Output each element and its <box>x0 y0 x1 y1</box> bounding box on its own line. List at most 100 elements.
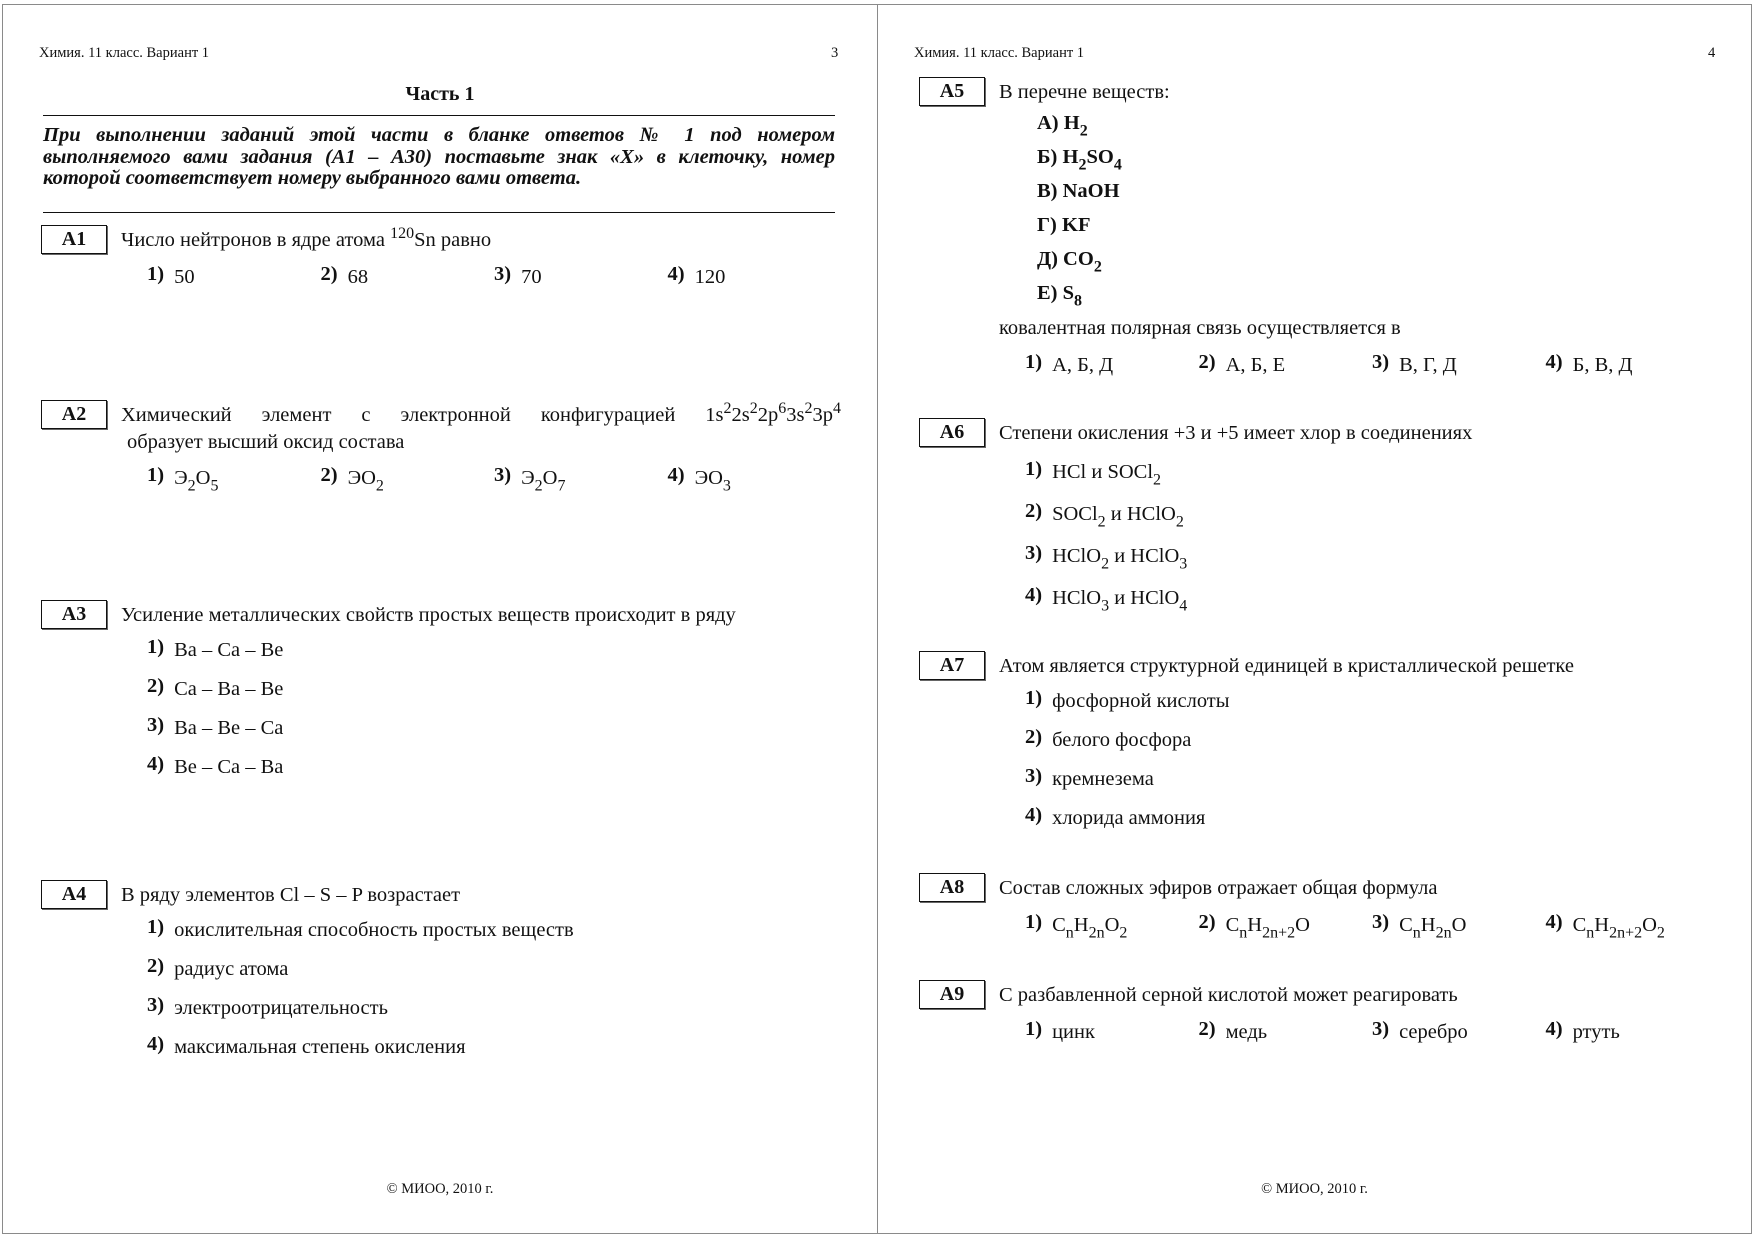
text-run: и HClO <box>1105 503 1176 525</box>
question-a7: A7 Атом является структурной единицей в к… <box>919 651 1719 838</box>
option-number: 4) <box>1545 1018 1563 1040</box>
option-value: цинк <box>1052 1021 1095 1043</box>
question-text: С разбавленной серной кислотой может реа… <box>999 981 1719 1009</box>
text-run: максимальная степень окисления <box>174 1036 466 1058</box>
answer-option: 2) CnH2n+2O <box>1199 910 1373 941</box>
text-run: Б, В, Д <box>1572 354 1633 376</box>
subscript: 3 <box>722 477 731 495</box>
question-text: Число нейтронов в ядре атома 120Sn равно <box>121 226 841 254</box>
option-value: белого фосфора <box>1052 729 1191 751</box>
option-number: 1) <box>147 263 165 285</box>
option-number: 3) <box>1025 542 1043 564</box>
text-run: белого фосфора <box>1052 729 1192 751</box>
option-value: 68 <box>348 266 369 288</box>
option-value: медь <box>1226 1021 1268 1043</box>
text-run: H <box>1247 914 1263 936</box>
answer-option: 1) окислительная способность простых веще… <box>147 911 841 950</box>
substance-item: Г) KF <box>1037 208 1719 242</box>
question-body: С разбавленной серной кислотой может реа… <box>999 980 1719 1047</box>
option-value: Б, В, Д <box>1573 354 1633 376</box>
substance-item: А) H2 <box>1037 106 1719 140</box>
answer-option: 3) HClO2 и HClO3 <box>1025 535 1719 577</box>
text-run: SO <box>1086 146 1114 168</box>
option-number: 4) <box>1025 804 1043 826</box>
question-number-box: A4 <box>41 880 107 909</box>
text-run: H <box>1073 914 1089 936</box>
subscript: 2 <box>534 477 543 495</box>
subscript: 3 <box>1179 555 1188 573</box>
subscript: 2n+2 <box>1609 924 1643 942</box>
answer-options: 1) фосфорной кислоты 2) белого фосфора 3) кре… <box>1025 682 1719 838</box>
option-number: 1) <box>147 636 165 658</box>
page-number: 3 <box>831 45 839 61</box>
answer-options: 1) 50 2) 68 3) 70 4) 120 <box>147 262 841 292</box>
option-value: CnH2n+2O2 <box>1573 914 1665 941</box>
text-run: HClO <box>1052 587 1102 609</box>
option-value: HClO3 и HClO4 <box>1052 587 1187 614</box>
answer-options: 1) А, Б, Д 2) А, Б, Е 3) В, Г, Д 4) Б, В, Д <box>1025 350 1719 380</box>
option-number: 2) <box>1198 351 1216 373</box>
answer-option: 2) радиус атома <box>147 950 841 989</box>
answer-option: 1) CnH2nO2 <box>1025 910 1199 941</box>
text-run: цинк <box>1052 1021 1095 1043</box>
question-number-box: A9 <box>919 980 985 1009</box>
question-body: Усиление металлических свойств простых в… <box>121 600 841 787</box>
option-number: 4) <box>1025 584 1043 606</box>
option-number: 3) <box>1025 765 1043 787</box>
option-value: Э2O5 <box>174 467 218 494</box>
question-a4: A4 В ряду элементов Cl – S – P возрастает… <box>41 880 841 1067</box>
option-value: окислительная способность простых вещест… <box>174 919 574 941</box>
option-number: 3) <box>1372 351 1390 373</box>
answer-option: 4) ЭO3 <box>668 463 842 495</box>
option-value: 50 <box>174 266 195 288</box>
text-run: Атом является структурной единицей в кри… <box>999 655 1574 677</box>
answer-option: 2) ЭO2 <box>321 463 495 494</box>
text-run: кремнезема <box>1052 768 1154 790</box>
option-number: 3) <box>147 714 165 736</box>
subscript: 2 <box>1656 924 1665 942</box>
question-a8: A8 Состав сложных эфиров отражает общая ф… <box>919 873 1719 942</box>
answer-option: 1) Э2O5 <box>147 463 321 494</box>
question-number-box: A3 <box>41 600 107 629</box>
superscript: 6 <box>778 400 787 418</box>
answer-option: 4) ртуть <box>1546 1017 1720 1047</box>
answer-options: 1) Э2O5 2) ЭO2 3) Э2O7 4) ЭO3 <box>147 463 842 495</box>
text-run: 3p <box>812 404 834 426</box>
text-run: 120 <box>694 266 726 288</box>
substance-item: Д) CO2 <box>1037 242 1719 276</box>
text-run: O <box>1295 914 1310 936</box>
text-run: 2p <box>757 404 779 426</box>
answer-option: 3) В, Г, Д <box>1372 350 1546 380</box>
running-header: Химия. 11 класс. Вариант 1 <box>914 45 1085 61</box>
option-value: HClO2 и HClO3 <box>1052 545 1187 572</box>
text-run: и HClO <box>1109 545 1180 567</box>
superscript: 120 <box>390 225 415 243</box>
option-number: 1) <box>1025 911 1043 933</box>
superscript: 2 <box>804 400 813 418</box>
question-a2: A2 Химический элемент с электронной конфи… <box>41 400 842 495</box>
footer-copyright: © МИОО, 2010 г. <box>386 1181 494 1197</box>
option-number: 1) <box>1025 687 1043 709</box>
substance-item: Е) S8 <box>1037 276 1719 310</box>
substance-item: Б) H2SO4 <box>1037 140 1719 174</box>
text-run: ЭO <box>694 467 723 489</box>
question-number-box: A6 <box>919 418 985 447</box>
text-run: Sn равно <box>414 229 492 251</box>
subscript: n <box>1586 924 1595 942</box>
option-value: А, Б, Д <box>1052 354 1113 376</box>
answer-option: 2) белого фосфора <box>1025 721 1719 760</box>
answer-option: 2) SOCl2 и HClO2 <box>1025 493 1719 535</box>
text-run: ковалентная полярная связь осуществляетс… <box>999 317 1401 339</box>
option-number: 4) <box>1545 911 1563 933</box>
option-value: 70 <box>521 266 542 288</box>
text-run: Число нейтронов в ядре атома <box>121 229 391 251</box>
option-value: В, Г, Д <box>1399 354 1457 376</box>
text-run: электроотрицательность <box>174 997 388 1019</box>
subscript: 2n <box>1435 924 1452 942</box>
option-number: 1) <box>1025 1018 1043 1040</box>
answer-option: 3) электроотрицательность <box>147 989 841 1028</box>
text-run: А, Б, Е <box>1225 354 1286 376</box>
option-value: 120 <box>695 266 726 288</box>
text-run: хлорида аммония <box>1052 807 1206 829</box>
subscript: 2 <box>1153 471 1162 489</box>
